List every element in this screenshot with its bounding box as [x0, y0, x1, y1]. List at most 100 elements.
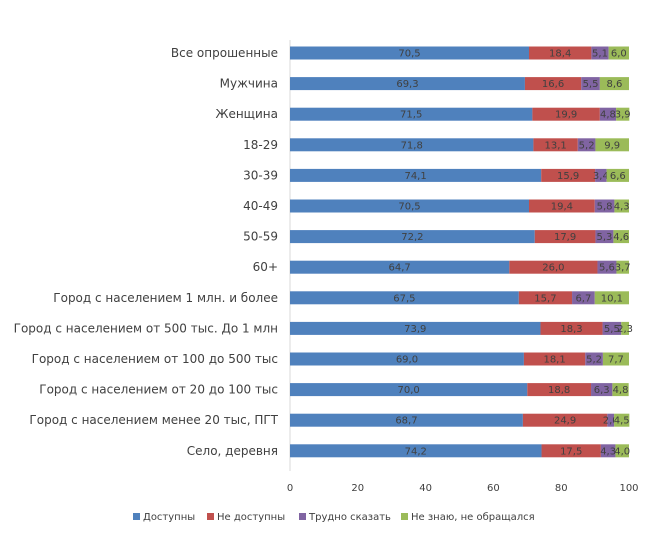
x-tick-label: 40	[419, 483, 432, 494]
data-label: 4,5	[614, 416, 630, 427]
bar-segment	[541, 168, 596, 182]
bar-segment	[577, 138, 596, 152]
bar-segment	[290, 413, 523, 427]
bar-segment	[608, 46, 629, 60]
category-label: Город с населением менее 20 тыс, ПГТ	[29, 413, 278, 427]
x-tick-label: 0	[287, 483, 293, 494]
category-label: Город с населением от 100 до 500 тыс	[32, 352, 278, 366]
data-label: 4,0	[614, 446, 630, 457]
data-label: 72,2	[401, 232, 423, 243]
data-label: 3,7	[615, 263, 631, 274]
data-label: 70,5	[398, 202, 420, 213]
data-label: 6,6	[610, 171, 626, 182]
bar-segment	[615, 444, 629, 458]
bar-segment	[509, 260, 598, 274]
bar-segment	[595, 230, 614, 244]
bar-segment	[613, 230, 629, 244]
bar-segment	[591, 383, 613, 397]
bar-segment	[523, 352, 586, 366]
data-label: 4,6	[613, 232, 629, 243]
data-label: 5,8	[597, 202, 613, 213]
data-label: 5,3	[596, 232, 612, 243]
data-label: 19,4	[551, 202, 573, 213]
bar-segment	[572, 291, 595, 305]
bar-segment	[290, 383, 528, 397]
data-label: 2,3	[617, 324, 633, 335]
category-label: 18-29	[243, 138, 278, 152]
bar-segment	[612, 383, 629, 397]
bar-segment	[606, 168, 629, 182]
legend-swatch	[299, 513, 306, 520]
data-label: 6,0	[611, 49, 627, 60]
data-label: 18,4	[549, 49, 571, 60]
x-tick-label: 80	[555, 483, 568, 494]
bar-segment	[599, 107, 617, 121]
bar-segment	[290, 168, 542, 182]
bar-segment	[614, 199, 629, 213]
data-label: 5,5	[604, 324, 620, 335]
bar-segment	[532, 107, 600, 121]
bar-segment	[290, 352, 524, 366]
bar-segment	[528, 199, 595, 213]
bar-segment	[290, 199, 529, 213]
bar-segment	[595, 138, 629, 152]
data-label: 70,0	[398, 385, 420, 396]
data-label: 26,0	[542, 263, 564, 274]
data-label: 13,1	[544, 140, 566, 151]
legend-label: Трудно сказать	[308, 512, 391, 523]
bar-segment	[597, 260, 617, 274]
bar-segment	[290, 46, 529, 60]
data-label: 18,3	[560, 324, 582, 335]
data-label: 5,2	[579, 140, 595, 151]
category-label: Город с населением от 500 тыс. До 1 млн	[14, 321, 278, 335]
bar-segment	[541, 444, 601, 458]
bar-segment	[594, 199, 615, 213]
data-label: 5,1	[592, 49, 608, 60]
data-label: 6,7	[575, 293, 591, 304]
bar-segment	[594, 291, 629, 305]
data-label: 6,3	[594, 385, 610, 396]
x-tick-label: 100	[619, 483, 638, 494]
data-label: 9,9	[604, 140, 620, 151]
data-label: 68,7	[395, 416, 417, 427]
data-label: 18,8	[548, 385, 570, 396]
bar-segment	[533, 138, 578, 152]
bar-segment	[540, 321, 603, 335]
bar-segment	[616, 260, 629, 274]
data-label: 15,7	[534, 293, 556, 304]
legend-label: Не доступны	[217, 512, 285, 523]
bar-segment	[290, 107, 533, 121]
category-label: 40-49	[243, 199, 278, 213]
data-label: 5,6	[599, 263, 615, 274]
bar-segment	[290, 291, 519, 305]
bar-segment	[518, 291, 573, 305]
data-label: 69,0	[396, 355, 418, 366]
data-label: 4,3	[600, 446, 616, 457]
bar-segment	[290, 321, 541, 335]
data-label: 70,5	[398, 49, 420, 60]
category-label: 50-59	[243, 230, 278, 244]
data-label: 5,5	[583, 79, 599, 90]
legend-label: Доступны	[143, 512, 195, 523]
bar-segment	[524, 77, 582, 91]
bar-segment	[599, 77, 629, 91]
bar-segment	[581, 77, 600, 91]
data-label: 73,9	[404, 324, 426, 335]
legend-swatch	[401, 513, 408, 520]
data-label: 15,9	[557, 171, 579, 182]
category-label: Город с населением 1 млн. и более	[53, 291, 278, 305]
bar-segment	[290, 444, 542, 458]
legend-label: Не знаю, не обращался	[411, 512, 535, 523]
data-label: 71,5	[400, 110, 422, 121]
category-label: Село, деревня	[187, 444, 278, 458]
bar-segment	[602, 321, 622, 335]
bar-segment	[290, 230, 535, 244]
data-label: 4,8	[613, 385, 629, 396]
data-label: 74,1	[404, 171, 426, 182]
data-label: 19,9	[555, 110, 577, 121]
bar-segment	[602, 352, 629, 366]
bar-segment	[591, 46, 609, 60]
category-label: Все опрошенные	[171, 46, 278, 60]
data-label: 4,8	[600, 110, 616, 121]
bar-segment	[290, 138, 534, 152]
